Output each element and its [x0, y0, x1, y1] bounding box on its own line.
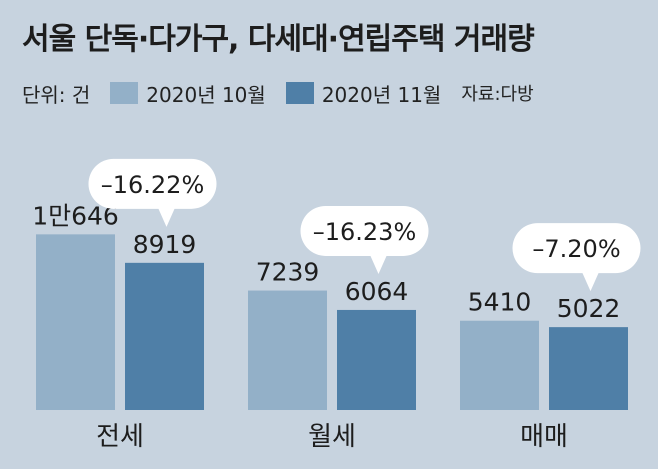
change-bubble [512, 223, 641, 292]
value-label: 6064 [345, 277, 409, 306]
legend-swatch-october [110, 82, 139, 104]
bar-1-2 [248, 290, 327, 410]
bar-2-1 [125, 262, 204, 410]
change-label: –7.20% [532, 235, 620, 263]
value-label: 7239 [256, 258, 320, 287]
change-label: –16.22% [101, 171, 205, 199]
legend-item-november: 2020년 11월 [285, 79, 442, 108]
value-label: 5410 [468, 288, 532, 317]
bar-2-2 [337, 309, 416, 410]
legend-swatch-november [285, 82, 314, 104]
legend: 단위: 건 2020년 10월 2020년 11월 자료:다방 [22, 78, 534, 108]
unit-label: 단위: 건 [22, 82, 91, 107]
value-label: 5022 [557, 294, 621, 323]
change-bubble [300, 205, 429, 274]
bar-1-3 [460, 320, 539, 410]
bar-1-1 [36, 234, 115, 410]
chart-title: 서울 단독·다가구, 다세대·연립주택 거래량 [22, 22, 535, 57]
source-label: 자료:다방 [461, 84, 534, 105]
legend-label-november: 2020년 11월 [321, 82, 442, 107]
change-bubble [88, 158, 217, 227]
category-label: 월세 [308, 422, 356, 452]
legend-label-october: 2020년 10월 [146, 82, 266, 107]
value-label: 8919 [133, 230, 197, 259]
legend-item-october: 2020년 10월 [110, 79, 266, 108]
category-label: 매매 [520, 422, 568, 452]
change-label: –16.23% [313, 218, 417, 246]
bar-2-3 [549, 327, 628, 410]
category-label: 전세 [96, 422, 144, 452]
